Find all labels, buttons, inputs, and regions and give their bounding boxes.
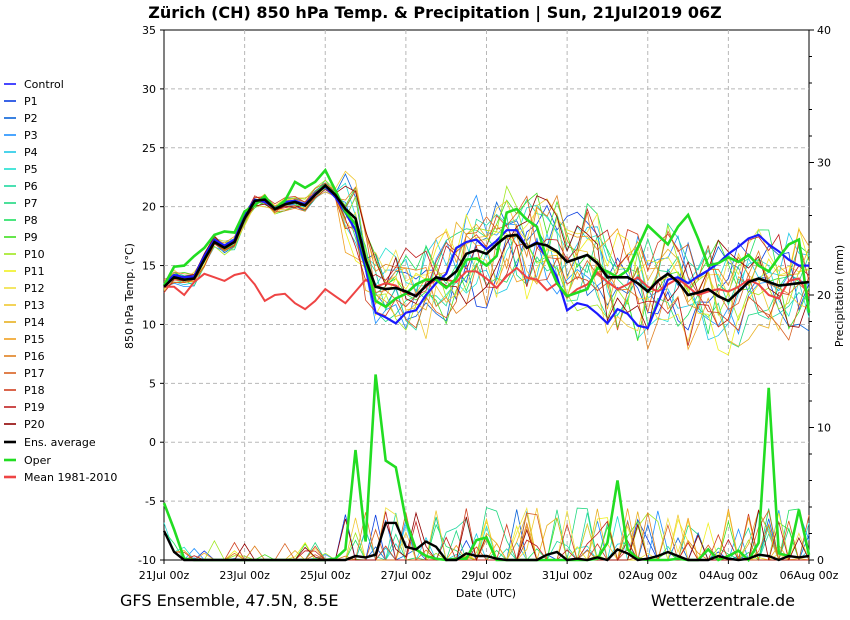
legend-label: P10 xyxy=(24,248,45,261)
y-tick-label-left: -10 xyxy=(138,554,156,567)
legend-label: P18 xyxy=(24,384,45,397)
legend-item: P5 xyxy=(4,163,38,176)
member-temp-line xyxy=(163,185,810,332)
y-tick-label-left: 35 xyxy=(142,24,156,37)
legend-item: P3 xyxy=(4,129,38,142)
y-tick-label-right: 0 xyxy=(817,554,824,567)
x-tick-label: 27Jul 00z xyxy=(381,569,432,582)
x-axis-label: Date (UTC) xyxy=(456,587,516,600)
legend-item: P18 xyxy=(4,384,45,397)
legend-item: P7 xyxy=(4,197,38,210)
legend-item: P6 xyxy=(4,180,38,193)
legend-item: P4 xyxy=(4,146,38,159)
y-axis-label-left: 850 hPa Temp. (°C) xyxy=(123,243,136,349)
legend-label: P3 xyxy=(24,129,38,142)
x-tick-label: 21Jul 00z xyxy=(139,569,190,582)
footer-site: Wetterzentrale.de xyxy=(651,591,795,610)
y-tick-label-left: 25 xyxy=(142,142,156,155)
y-tick-label-right: 20 xyxy=(817,289,831,302)
x-tick-label: 02Aug 00z xyxy=(618,569,677,582)
legend-label: P8 xyxy=(24,214,38,227)
legend-label: P12 xyxy=(24,282,45,295)
legend-label: P20 xyxy=(24,418,45,431)
legend-item: Oper xyxy=(4,454,51,467)
member-temp-line xyxy=(163,184,810,332)
legend-item: P14 xyxy=(4,316,45,329)
y-tick-label-left: 5 xyxy=(149,377,156,390)
legend-item: P17 xyxy=(4,367,45,380)
legend-label: Oper xyxy=(24,454,51,467)
legend-label: P17 xyxy=(24,367,45,380)
y-tick-label-left: 30 xyxy=(142,83,156,96)
legend-label: P7 xyxy=(24,197,38,210)
legend-item: Mean 1981-2010 xyxy=(4,471,117,484)
x-tick-label: 06Aug 00z xyxy=(780,569,839,582)
legend-label: P1 xyxy=(24,95,38,108)
y-tick-label-left: -5 xyxy=(145,495,156,508)
y-tick-label-left: 20 xyxy=(142,201,156,214)
axes: 35 30 25 20 15 10 5 0 -5 -10 40 30 20 10 0 21Jul 00z 23J… xyxy=(138,24,839,582)
legend-item: P15 xyxy=(4,333,45,346)
legend-label: P19 xyxy=(24,401,45,414)
ens-average-precip-line xyxy=(162,521,810,562)
y-axis-label-right: Precipitation (mm) xyxy=(833,245,846,347)
y-tick-label-left: 0 xyxy=(149,436,156,449)
x-tick-label: 29Jul 00z xyxy=(461,569,512,582)
legend-item: P2 xyxy=(4,112,38,125)
x-tick-label: 25Jul 00z xyxy=(300,569,351,582)
x-tick-label: 23Jul 00z xyxy=(219,569,270,582)
legend-label: P15 xyxy=(24,333,45,346)
legend-item: Control xyxy=(4,78,64,91)
legend-item: P1 xyxy=(4,95,38,108)
y-tick-label-left: 10 xyxy=(142,318,156,331)
chart-title: Zürich (CH) 850 hPa Temp. & Precipitatio… xyxy=(148,3,721,23)
legend-label: P16 xyxy=(24,350,45,363)
legend-label: Mean 1981-2010 xyxy=(24,471,117,484)
legend-item: P9 xyxy=(4,231,38,244)
legend-label: P4 xyxy=(24,146,38,159)
legend-item: Ens. average xyxy=(4,436,96,449)
y-tick-label-left: 15 xyxy=(142,260,156,273)
legend-item: P12 xyxy=(4,282,45,295)
footer-source: GFS Ensemble, 47.5N, 8.5E xyxy=(120,591,339,610)
legend-label: P6 xyxy=(24,180,38,193)
legend-item: P10 xyxy=(4,248,45,261)
y-tick-label-right: 10 xyxy=(817,422,831,435)
main-series xyxy=(162,167,811,563)
climate-mean-line xyxy=(164,266,810,311)
legend-item: P20 xyxy=(4,418,45,431)
legend-item: P19 xyxy=(4,401,45,414)
legend-item: P16 xyxy=(4,350,45,363)
ens-average-temp-line xyxy=(163,183,810,303)
y-tick-label-right: 30 xyxy=(817,157,831,170)
legend-label: Control xyxy=(24,78,64,91)
x-tick-label: 31Jul 00z xyxy=(542,569,593,582)
grid xyxy=(164,30,809,560)
legend-item: P13 xyxy=(4,299,45,312)
y-tick-label-right: 40 xyxy=(817,24,831,37)
legend-label: P14 xyxy=(24,316,45,329)
legend-item: P8 xyxy=(4,214,38,227)
x-tick-label: 04Aug 00z xyxy=(699,569,758,582)
legend-label: P2 xyxy=(24,112,38,125)
legend: Control P1 P2 P3 P4 P5 P6 P7 P8 P9 P10 P11 P12 P13 P14… xyxy=(4,78,117,484)
legend-label: P11 xyxy=(24,265,45,278)
legend-item: P11 xyxy=(4,265,45,278)
legend-label: P9 xyxy=(24,231,38,244)
legend-label: Ens. average xyxy=(24,436,96,449)
legend-label: P5 xyxy=(24,163,38,176)
legend-label: P13 xyxy=(24,299,45,312)
